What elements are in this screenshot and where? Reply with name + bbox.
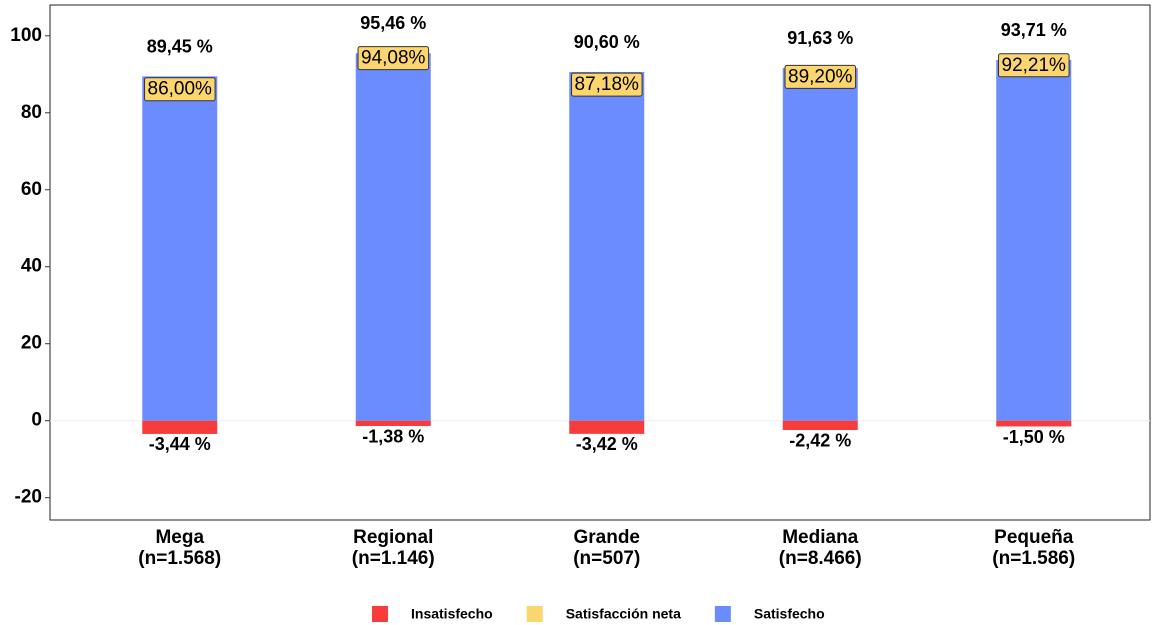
legend-label: Insatisfecho bbox=[411, 606, 493, 622]
bar-satisfecho bbox=[569, 71, 645, 421]
x-tick-label: Pequeña (n=1.586) bbox=[992, 527, 1075, 569]
net-label: 86,00% bbox=[144, 77, 216, 102]
y-tick-label: -20 bbox=[15, 487, 42, 508]
net-label-text: 86,00% bbox=[148, 79, 213, 100]
legend-swatch bbox=[372, 606, 388, 622]
net-label: 89,20% bbox=[784, 64, 857, 89]
bar-insatisfecho bbox=[142, 420, 218, 434]
bar-insatisfecho bbox=[782, 420, 858, 431]
legend-swatch bbox=[714, 606, 731, 622]
value-label: -3,42 % bbox=[576, 434, 638, 454]
y-tick-label: 80 bbox=[21, 102, 42, 123]
x-tick-label: Mega (n=1.568) bbox=[138, 527, 221, 569]
legend-swatch bbox=[526, 606, 543, 622]
y-tick-label: 20 bbox=[21, 333, 42, 354]
value-label: -3,44 % bbox=[149, 434, 211, 454]
x-tick-label: Grande (n=507) bbox=[573, 527, 640, 569]
value-label: 93,71 % bbox=[1001, 20, 1067, 40]
y-tick-label: 40 bbox=[21, 256, 42, 277]
net-label-box bbox=[784, 64, 857, 89]
x-tick-label: Regional (n=1.146) bbox=[352, 527, 435, 569]
bar-insatisfecho bbox=[569, 420, 645, 434]
legend-label: Satisfecho bbox=[754, 606, 825, 622]
bar-satisfecho bbox=[142, 76, 218, 421]
bar-satisfecho bbox=[355, 53, 431, 421]
net-label-box bbox=[357, 46, 430, 71]
net-label: 87,18% bbox=[571, 72, 643, 97]
value-label: -2,42 % bbox=[789, 430, 851, 450]
value-label: 90,60 % bbox=[574, 32, 640, 52]
net-label: 92,21% bbox=[998, 53, 1070, 78]
bar-insatisfecho bbox=[996, 420, 1072, 427]
value-label: 89,45 % bbox=[147, 36, 213, 56]
bar-insatisfecho bbox=[355, 420, 431, 427]
net-label-text: 89,20% bbox=[788, 66, 853, 87]
net-label-text: 87,18% bbox=[575, 74, 640, 95]
value-label: -1,38 % bbox=[362, 426, 424, 446]
y-tick-label: 0 bbox=[31, 410, 42, 431]
net-label-box bbox=[998, 53, 1070, 78]
value-label: 95,46 % bbox=[360, 13, 426, 33]
net-label-box bbox=[571, 72, 643, 97]
legend-label: Satisfacción neta bbox=[566, 606, 681, 622]
net-label: 94,08% bbox=[357, 46, 430, 71]
net-label-text: 94,08% bbox=[361, 48, 426, 69]
bar-satisfecho bbox=[996, 60, 1072, 421]
net-label-box bbox=[144, 77, 216, 102]
y-tick-label: 60 bbox=[21, 179, 42, 200]
value-label: 91,63 % bbox=[787, 28, 853, 48]
value-label: -1,50 % bbox=[1003, 427, 1065, 447]
bar-satisfecho bbox=[782, 68, 858, 421]
x-tick-label: Mediana (n=8.466) bbox=[779, 527, 862, 569]
net-label-text: 92,21% bbox=[1002, 55, 1067, 76]
y-tick-label: 100 bbox=[10, 25, 42, 46]
